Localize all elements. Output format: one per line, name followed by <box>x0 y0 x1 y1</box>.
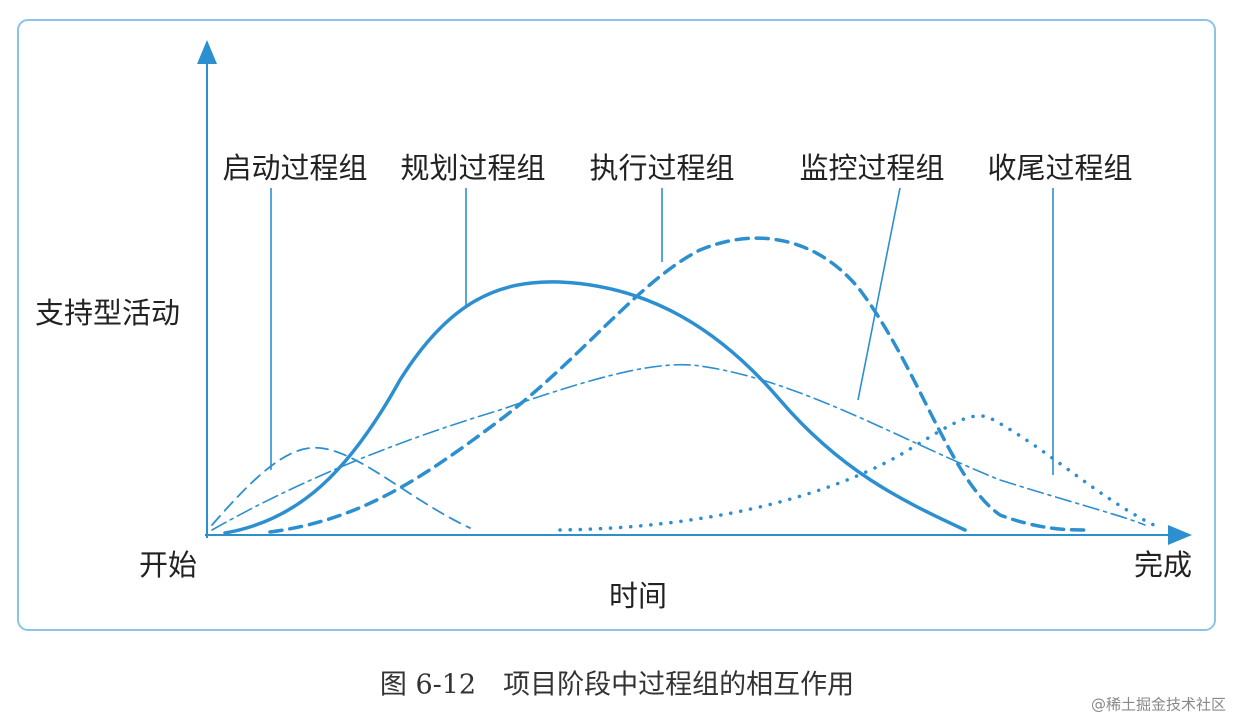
y-label: 支持型活动 <box>35 296 180 330</box>
group-label: 监控过程组 <box>799 151 944 185</box>
group-label: 启动过程组 <box>222 151 367 185</box>
executing-curve <box>268 236 1087 534</box>
watermark: @稀土掘金技术社区 <box>1091 696 1226 714</box>
caption: 图 6-12 项目阶段中过程组的相互作用 <box>380 670 854 701</box>
leader-lines <box>270 187 1054 475</box>
start-label: 开始 <box>139 548 197 582</box>
x-label: 时间 <box>609 579 667 613</box>
monitoring-curve <box>211 363 1146 531</box>
frame <box>17 19 1216 631</box>
closing-curve <box>558 414 1162 532</box>
end-label: 完成 <box>1134 548 1192 582</box>
planning-curve <box>223 280 967 535</box>
group-label: 收尾过程组 <box>987 151 1132 185</box>
group-label: 规划过程组 <box>400 151 545 185</box>
initiating-curve <box>211 446 471 529</box>
group-label: 执行过程组 <box>589 151 734 185</box>
